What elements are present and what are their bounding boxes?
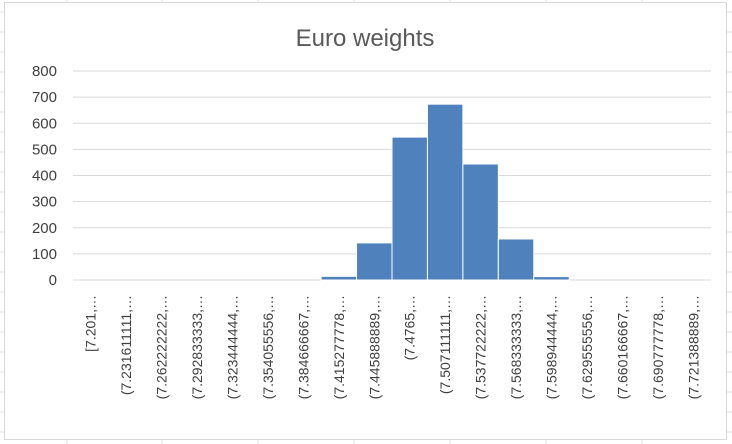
bar[interactable]: [462, 163, 499, 281]
histogram-chart: Euro weights 0 100 200 300 400 500 600 700 800 […: [32, 25, 711, 399]
y-tick-label: 600: [32, 115, 57, 132]
y-tick-label: 500: [32, 141, 57, 158]
x-category-label: (7.323444444,…: [225, 295, 241, 399]
y-tick-label: 400: [32, 168, 57, 185]
x-category-label: (7.721388889,…: [685, 295, 701, 399]
x-category-label: (7.384666667,…: [295, 295, 311, 399]
bar[interactable]: [533, 276, 570, 281]
y-tick-label: 800: [32, 63, 57, 80]
chart-title: Euro weights: [296, 25, 435, 52]
y-tick-label: 300: [32, 194, 57, 211]
bar[interactable]: [391, 136, 428, 281]
bar[interactable]: [320, 275, 358, 281]
y-tick-label: 700: [32, 89, 57, 106]
y-tick-label: 0: [49, 272, 57, 289]
x-category-label: [7.201,…: [83, 295, 99, 352]
chart-area[interactable]: Euro weights 0 100 200 300 400 500 600 700 800 […: [4, 2, 727, 440]
x-category-label: (7.507111111,…: [437, 295, 453, 394]
bar[interactable]: [356, 242, 393, 281]
x-category-label: (7.292833333,…: [189, 295, 205, 399]
y-tick-label: 100: [32, 246, 57, 263]
x-category-label: (7.690777778,…: [650, 295, 666, 399]
y-axis-ticks: 0 100 200 300 400 500 600 700 800: [32, 63, 57, 289]
bar[interactable]: [426, 103, 464, 281]
x-category-label: (7.445888889,…: [366, 295, 382, 399]
x-category-label: (7.660166667,…: [614, 295, 630, 399]
x-category-label: (7.568333333,…: [508, 295, 524, 399]
y-tick-label: 200: [32, 220, 57, 237]
x-category-label: (7.4765,…: [402, 295, 418, 360]
x-category-label: (7.598944444,…: [544, 295, 560, 399]
x-axis-categories: [7.201,… (7.231611111,… (7.262222222,… (7.2…: [83, 295, 702, 399]
x-category-label: (7.629555556,…: [579, 295, 595, 399]
x-category-label: (7.262222222,…: [154, 295, 170, 399]
x-category-label: (7.354055556,…: [260, 295, 276, 399]
bar[interactable]: [497, 238, 535, 281]
x-category-label: (7.537722222,…: [473, 295, 489, 399]
bars: [320, 103, 570, 281]
x-category-label: (7.415277778,…: [331, 295, 347, 399]
x-category-label: (7.231611111,…: [118, 295, 134, 395]
